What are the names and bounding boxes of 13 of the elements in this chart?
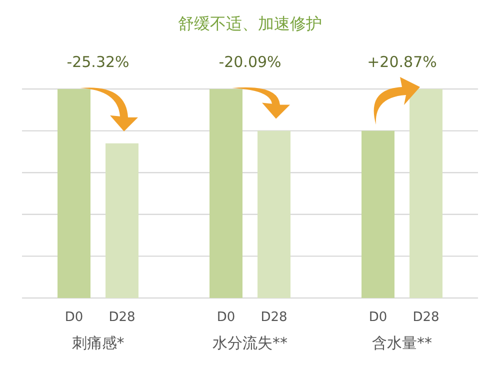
series-label: D0	[64, 310, 84, 325]
text: -20.09%	[218, 53, 282, 71]
series-label: D28	[108, 310, 136, 325]
text: D28	[412, 310, 440, 325]
x-tick-label: 水分流失**	[212, 334, 288, 352]
chart-title: 舒缓不适、加速修护	[178, 14, 322, 33]
text: -25.32%	[66, 53, 130, 71]
text: D28	[260, 310, 288, 325]
text: +20.87%	[367, 53, 437, 71]
x-tick-label: 刺痛感*	[72, 334, 125, 352]
text: D0	[216, 310, 236, 325]
text: D0	[368, 310, 388, 325]
x-tick-label: 含水量**	[372, 334, 432, 352]
